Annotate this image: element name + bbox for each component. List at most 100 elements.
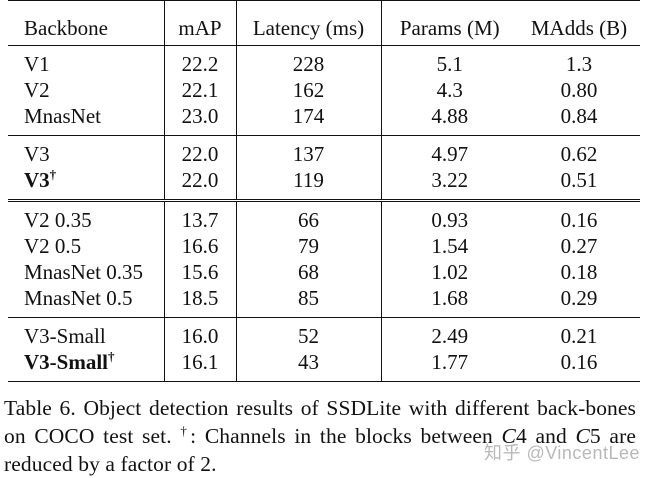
cell-latency: 68 xyxy=(236,259,382,285)
dagger-mark: † xyxy=(49,167,57,182)
table-row: MnasNet 0.35 15.6 68 1.02 0.18 xyxy=(8,259,640,285)
cell-latency: 174 xyxy=(236,103,382,136)
cell-map: 13.7 xyxy=(164,200,237,233)
cell-params: 0.93 xyxy=(431,208,469,232)
cell-params: 1.77 xyxy=(381,349,518,382)
cell-map: 15.6 xyxy=(164,259,237,285)
caption-part1: Table 6. Object detection results of SSD… xyxy=(4,396,636,448)
watermark-text: 知乎 @VincentLee xyxy=(483,443,640,463)
table-row: V2 0.35 13.7 66 0.93 0.16 xyxy=(8,200,640,233)
backbone-name: V2 xyxy=(24,78,50,102)
cell-latency: 79 xyxy=(236,233,382,259)
cell-params: 2.49 xyxy=(431,324,469,348)
cell-map: 22.1 xyxy=(164,77,237,103)
cell-params: 1.54 xyxy=(431,234,469,258)
table-group: V2 0.35 13.7 66 0.93 0.16 V2 0.5 16.6 79 1.54 0.2… xyxy=(8,200,640,318)
cell-latency: 119 xyxy=(236,167,382,202)
cell-map: 18.5 xyxy=(164,285,237,318)
caption-and: and xyxy=(535,424,567,448)
cell-madds: 0.29 xyxy=(518,285,640,318)
table-row: MnasNet 23.0 174 4.88 0.84 xyxy=(8,103,640,136)
table-row: V3-Small† 16.1 43 1.77 0.16 xyxy=(8,349,640,382)
table-row: V2 0.5 16.6 79 1.54 0.27 xyxy=(8,233,640,259)
cell-params: 1.02 xyxy=(431,260,469,284)
backbone-name: V1 xyxy=(24,52,50,76)
table-row: MnasNet 0.5 18.5 85 1.68 0.29 xyxy=(8,285,640,318)
table-row: V3† 22.0 119 3.22 0.51 xyxy=(8,167,640,202)
caption-c4-letter: C xyxy=(501,424,516,448)
cell-params: 3.22 xyxy=(381,167,518,202)
cell-backbone: V3-Small† xyxy=(8,349,165,382)
table-row: V1 22.2 228 5.1 1.3 xyxy=(8,45,640,77)
results-table-container: Backbone mAP Latency (ms) Params (M) MAd… xyxy=(8,0,640,382)
cell-map: 16.6 xyxy=(164,233,237,259)
table-header-row: Backbone mAP Latency (ms) Params (M) MAd… xyxy=(8,0,640,46)
backbone-name: MnasNet xyxy=(24,104,101,128)
caption-part2: : Channels in the blocks between xyxy=(190,424,493,448)
table-row: V3 22.0 137 4.97 0.62 xyxy=(8,135,640,167)
cell-madds: 0.84 xyxy=(518,103,640,136)
caption-c5-number: 5 xyxy=(589,424,601,448)
cell-madds: 0.16 xyxy=(518,349,640,382)
cell-map: 16.0 xyxy=(164,317,237,349)
backbone-name: V3 xyxy=(24,142,50,166)
table-group: V3-Small 16.0 52 2.49 0.21 V3-Small† 16.1 43 1.7… xyxy=(8,317,640,382)
backbone-name: V3-Small xyxy=(24,350,108,374)
dagger-mark: † xyxy=(108,349,115,364)
cell-madds: 0.18 xyxy=(560,260,598,284)
cell-backbone: V2 0.35 xyxy=(8,200,165,233)
cell-backbone: V2 0.5 xyxy=(8,233,165,259)
header-map: mAP xyxy=(164,0,237,46)
cell-params: 4.3 xyxy=(436,78,463,102)
cell-madds: 0.62 xyxy=(560,142,598,166)
cell-madds: 0.80 xyxy=(560,78,598,102)
caption-part3: are reduced by a factor of 2. xyxy=(4,424,636,476)
cell-backbone: V3† xyxy=(8,167,165,202)
cell-map: 22.0 xyxy=(164,167,237,202)
cell-backbone: MnasNet xyxy=(8,103,165,136)
caption-c4-number: 4 xyxy=(515,424,527,448)
cell-map: 23.0 xyxy=(164,103,237,136)
cell-latency: 228 xyxy=(236,45,382,77)
caption-dagger: † xyxy=(180,423,191,438)
backbone-name: V3 xyxy=(24,168,50,192)
backbone-name: MnasNet 0.35 xyxy=(24,260,143,284)
cell-map: 22.0 xyxy=(164,135,237,167)
cell-madds: 0.51 xyxy=(518,167,640,202)
table-caption: Table 6. Object detection results of SSD… xyxy=(4,394,636,478)
header-madds: MAdds (B) xyxy=(518,0,640,46)
cell-backbone: V2 xyxy=(8,77,165,103)
cell-map: 22.2 xyxy=(164,45,237,77)
table-row: V3-Small 16.0 52 2.49 0.21 xyxy=(8,317,640,349)
cell-latency: 85 xyxy=(236,285,382,318)
cell-backbone: MnasNet 0.5 xyxy=(8,285,165,318)
backbone-name: MnasNet 0.5 xyxy=(24,286,133,310)
cell-latency: 52 xyxy=(236,317,382,349)
cell-latency: 66 xyxy=(236,200,382,233)
cell-params: 4.88 xyxy=(381,103,518,136)
backbone-name: V2 0.35 xyxy=(24,208,92,232)
cell-params: 5.1 xyxy=(436,52,463,76)
results-table: Backbone mAP Latency (ms) Params (M) MAd… xyxy=(8,0,640,382)
header-params: Params (M) xyxy=(381,0,518,46)
cell-madds: 1.3 xyxy=(565,52,593,76)
cell-backbone: V3-Small xyxy=(8,317,165,349)
cell-madds: 0.16 xyxy=(560,208,598,232)
cell-madds: 0.21 xyxy=(560,324,598,348)
cell-latency: 137 xyxy=(236,135,382,167)
header-backbone: Backbone xyxy=(8,0,165,46)
table-group: V1 22.2 228 5.1 1.3 V2 22.1 162 4.3 0.80 MnasNet 23… xyxy=(8,45,640,136)
cell-latency: 43 xyxy=(236,349,382,382)
table-row: V2 22.1 162 4.3 0.80 xyxy=(8,77,640,103)
cell-backbone: MnasNet 0.35 xyxy=(8,259,165,285)
cell-params: 1.68 xyxy=(381,285,518,318)
cell-madds: 0.27 xyxy=(560,234,598,258)
cell-backbone: V3 xyxy=(8,135,165,167)
cell-params: 4.97 xyxy=(431,142,469,166)
cell-map: 16.1 xyxy=(164,349,237,382)
caption-c5-letter: C xyxy=(575,424,590,448)
cell-backbone: V1 xyxy=(8,45,165,77)
table-group: V3 22.0 137 4.97 0.62 V3† 22.0 119 3.22 0.51 xyxy=(8,135,640,202)
header-latency: Latency (ms) xyxy=(236,0,382,46)
backbone-name: V2 0.5 xyxy=(24,234,82,258)
